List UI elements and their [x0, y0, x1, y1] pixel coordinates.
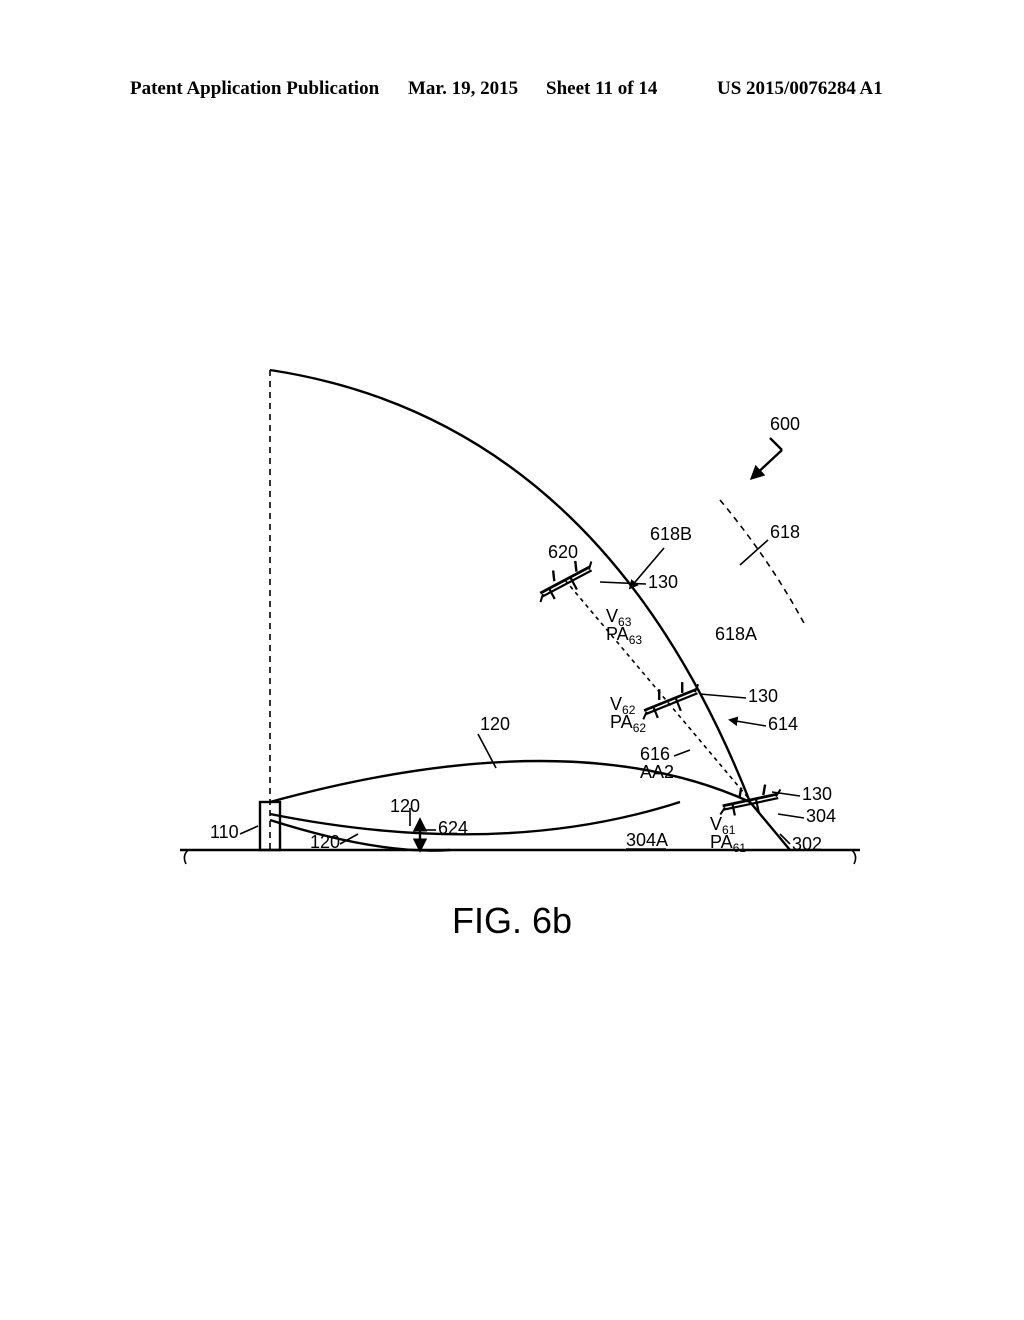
pitch-angle-label: PA63: [606, 624, 642, 647]
arc-614: [270, 761, 750, 802]
ground-tick-left: [184, 850, 188, 864]
publication-date: Mar. 19, 2015: [408, 78, 518, 100]
figure-geometry: [180, 370, 860, 864]
pitch-angle-label: PA62: [610, 712, 646, 735]
ref-label: 618A: [715, 624, 757, 644]
tether-120-a: [270, 802, 680, 834]
ref-label: 130: [648, 572, 678, 592]
arc-618b-dash: [720, 500, 805, 625]
ref-label: 620: [548, 542, 578, 562]
leader-line: [778, 814, 804, 818]
ref-600-arrow: [752, 450, 782, 478]
publication-label: Patent Application Publication: [130, 78, 379, 100]
ref-label: 614: [768, 714, 798, 734]
sheet-number: Sheet 11 of 14: [546, 78, 657, 100]
arc-618: [270, 370, 790, 850]
ref-label: 304A: [626, 830, 668, 850]
ref-label: 110: [210, 822, 239, 842]
page: Patent Application Publication Mar. 19, …: [0, 0, 1024, 1320]
ref-label: 302: [792, 834, 822, 854]
ref-label: 618B: [650, 524, 692, 544]
publication-number: US 2015/0076284 A1: [717, 78, 883, 100]
figure-caption: FIG. 6b: [0, 900, 1024, 942]
tether-120-b: [270, 820, 450, 851]
figure-6b: 600618618B620130618A130614616AA213030430…: [170, 330, 870, 900]
ref-label: 120: [480, 714, 510, 734]
ground-tick-right: [852, 850, 856, 864]
leader-line: [700, 694, 746, 698]
ref-label: 130: [802, 784, 832, 804]
ref-600-tick: [770, 438, 782, 450]
ref-label: AA2: [640, 762, 674, 782]
leader-line: [240, 826, 258, 834]
pitch-angle-label: PA61: [710, 832, 746, 855]
ref-label: 618: [770, 522, 800, 542]
ref-label: 624: [438, 818, 468, 838]
ref-label: 600: [770, 414, 800, 434]
ref-label: 304: [806, 806, 836, 826]
ref-label: 130: [748, 686, 778, 706]
aircraft-icon: [716, 780, 784, 821]
ref-label: 120: [390, 796, 420, 816]
ref-label: 120: [310, 832, 340, 852]
figure-svg: 600618618B620130618A130614616AA213030430…: [170, 330, 870, 890]
leader-line: [600, 582, 646, 584]
leader-line: [730, 720, 766, 726]
ref-label: 616: [640, 744, 670, 764]
leader-line: [674, 750, 690, 756]
